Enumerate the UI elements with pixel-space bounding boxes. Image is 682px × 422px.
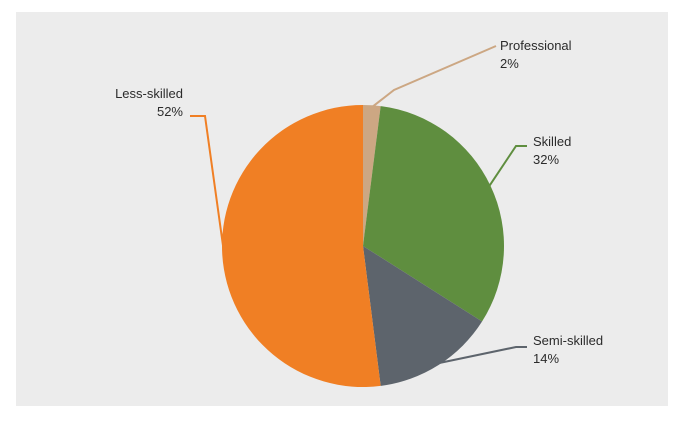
leader-lines <box>190 45 527 365</box>
label-semi-skilled: Semi-skilled <box>533 333 603 348</box>
value-semi-skilled: 14% <box>533 351 559 366</box>
leader-line-semi-skilled <box>437 346 527 365</box>
value-skilled: 32% <box>533 152 559 167</box>
leader-line-less-skilled <box>190 115 226 255</box>
leader-line-skilled <box>487 145 527 188</box>
slice-skilled <box>363 106 504 322</box>
value-less-skilled: 52% <box>157 104 183 119</box>
slice-less-skilled <box>221 105 381 388</box>
label-professional: Professional <box>500 38 572 53</box>
slice-professional <box>363 105 381 246</box>
slice-semi-skilled <box>363 246 483 386</box>
label-skilled: Skilled <box>533 134 571 149</box>
pie-slices <box>221 105 504 388</box>
label-less-skilled: Less-skilled <box>115 86 183 101</box>
value-professional: 2% <box>500 56 519 71</box>
leader-line-professional <box>371 45 497 109</box>
